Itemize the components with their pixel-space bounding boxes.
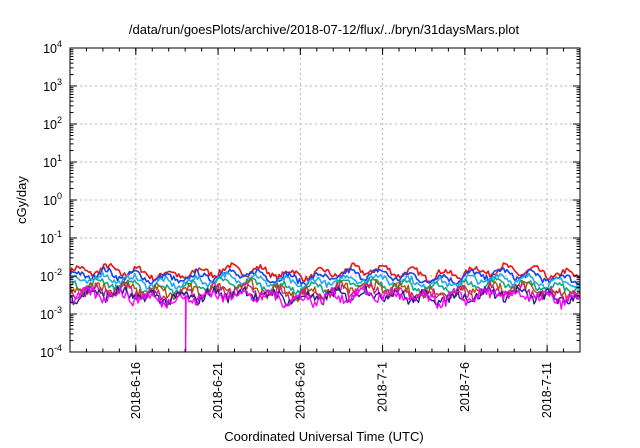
x-tick-label: 2018-6-16 — [129, 362, 143, 419]
x-tick-label: 2018-6-21 — [211, 362, 225, 419]
y-tick-label: 10-1 — [40, 229, 62, 246]
data-series — [69, 262, 581, 353]
y-tick-label: 101 — [43, 153, 62, 170]
y-tick-label: 104 — [43, 39, 62, 56]
grid-lines — [70, 48, 580, 352]
y-tick-label: 100 — [43, 191, 62, 208]
x-tick-label: 2018-7-6 — [458, 362, 472, 412]
y-tick-label: 10-4 — [40, 343, 62, 360]
y-axis-label: cGy/day — [14, 176, 29, 224]
y-tick-label: 10-3 — [40, 305, 62, 322]
x-tick-label: 2018-7-11 — [540, 362, 554, 418]
x-axis-label: Coordinated Universal Time (UTC) — [224, 429, 423, 444]
series-line — [69, 285, 581, 353]
series-line — [69, 262, 581, 283]
x-tick-label: 2018-6-26 — [293, 362, 307, 419]
y-tick-label: 102 — [43, 115, 62, 132]
y-tick-label: 103 — [43, 77, 62, 94]
series-line — [69, 266, 581, 287]
x-ticks: 2018-6-16 2018-6-21 2018-6-26 2018-7-1 2018-… — [85, 48, 565, 419]
y-tick-label: 10-2 — [40, 267, 62, 284]
chart-title: /data/run/goesPlots/archive/2018-07-12/f… — [129, 22, 520, 37]
x-tick-label: 2018-7-1 — [376, 362, 390, 412]
y-ticks: 10-4 10-3 10-2 10-1 100 101 102 103 104 — [40, 39, 580, 360]
